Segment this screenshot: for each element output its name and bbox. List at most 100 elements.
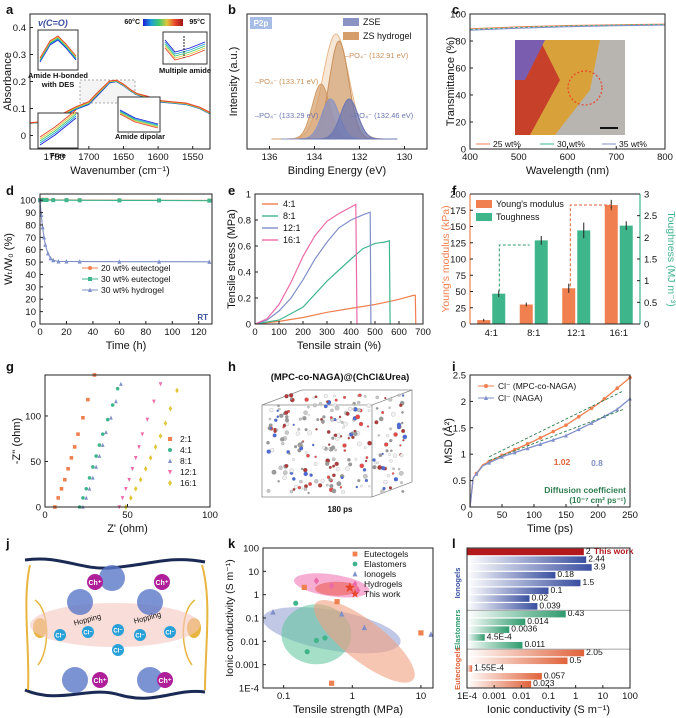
j-cl-label-3: Cl⁻ xyxy=(135,634,144,640)
l-bar-label-17: 0.023 xyxy=(533,678,555,688)
f2-ytick-label: 0.5 xyxy=(644,298,657,309)
i-point-1 xyxy=(538,441,543,446)
j-cl-label-5: Cl⁻ xyxy=(113,649,122,655)
a-xtick-label: 1700 xyxy=(78,152,99,163)
i-legend-label-0: Cl⁻ (MPC-co-NAGA) xyxy=(498,381,576,391)
f-bar-modulus-2 xyxy=(562,288,576,324)
g-point-1 xyxy=(110,403,115,407)
i-annotation-diff: Diffusion coefficient xyxy=(544,485,626,495)
h-atom xyxy=(284,464,289,468)
g-point-1 xyxy=(100,432,105,436)
f-ytick-label: 0 xyxy=(461,320,466,331)
g-point-2 xyxy=(100,442,105,447)
e-legend-label-2: 12:1 xyxy=(283,223,301,233)
a-annotation-vco: v(C=O) xyxy=(38,18,68,28)
e-series-line-2 xyxy=(254,211,372,325)
j-cl-ion-2 xyxy=(112,624,124,636)
i-xtick-label: 150 xyxy=(558,510,574,521)
h-atom xyxy=(348,407,353,412)
h-atom xyxy=(298,417,302,421)
l-bar-14 xyxy=(467,657,568,665)
g-point-3 xyxy=(124,486,128,492)
h-atom xyxy=(269,408,274,413)
k-legend-marker-2 xyxy=(352,571,358,577)
h-atom xyxy=(343,395,347,399)
j-ch-label-2: Ch⁺ xyxy=(93,678,106,685)
j-cl-label-1: Cl⁻ xyxy=(83,631,92,637)
k-legend-marker-0 xyxy=(352,551,358,557)
a-colorbar xyxy=(143,19,183,26)
h-atom xyxy=(326,400,329,403)
g-legend-marker-0 xyxy=(168,437,172,441)
i-annotation-v1: 1.02 xyxy=(554,457,571,467)
h-atom xyxy=(367,409,371,413)
g-legend-label-4: 16:1 xyxy=(180,478,197,488)
h-atom xyxy=(312,443,315,447)
h-atom xyxy=(353,431,358,436)
j-molecule-3 xyxy=(62,667,88,693)
k-legend-label-1: Elastomers xyxy=(364,559,407,569)
l-xtick-label: 1E-4 xyxy=(457,691,477,702)
h-atom xyxy=(316,418,320,422)
f-legend-label-toughness: Toughness xyxy=(496,212,540,222)
c-legend-label-1: 30 wt% xyxy=(557,139,585,149)
a-ytick-label: 0.4 xyxy=(13,23,26,34)
h-atom xyxy=(376,461,379,465)
g-point-4 xyxy=(133,485,138,492)
h-atom xyxy=(307,405,310,409)
a-xtick-label: 1600 xyxy=(148,152,169,163)
g-point-1 xyxy=(91,465,95,469)
l-bar-0 xyxy=(467,548,584,556)
f-arrow-toughness xyxy=(498,244,530,292)
h-box-outline xyxy=(261,389,413,498)
h-atom xyxy=(356,408,361,413)
f-bar-modulus-1 xyxy=(519,304,533,324)
i-ytick-label: 0.5 xyxy=(453,476,466,487)
g-point-3 xyxy=(133,456,138,461)
l-bar-label-9: 0.014 xyxy=(527,616,549,626)
g-point-3 xyxy=(140,432,145,437)
h-atom xyxy=(268,417,272,421)
c-photo-highlight xyxy=(567,70,603,106)
h-atom xyxy=(329,416,333,419)
h-atom xyxy=(399,453,404,458)
k-point-1 xyxy=(322,635,328,641)
k-legend-marker-4 xyxy=(350,589,360,598)
h-atom xyxy=(321,419,325,424)
h-atom xyxy=(297,442,303,448)
f-category-label-2: 12:1 xyxy=(567,328,586,339)
h-atom xyxy=(384,442,389,447)
h-atom xyxy=(343,421,348,427)
d-xtick-label: 40 xyxy=(88,327,99,338)
d-xtick-label: 20 xyxy=(61,327,72,338)
h-atom xyxy=(273,427,277,432)
panel-label-d: d xyxy=(6,183,14,198)
h-atom xyxy=(277,404,280,408)
h-atom xyxy=(374,420,379,425)
d-point-1 xyxy=(64,198,69,203)
h-atom xyxy=(390,411,396,417)
d-point-2 xyxy=(56,258,61,264)
h-atom xyxy=(347,458,351,462)
a-annotation-hbond-2: with DES xyxy=(41,80,75,89)
d-ytick-label: 20 xyxy=(25,295,36,306)
l-bar-1 xyxy=(467,556,587,563)
g-point-3 xyxy=(158,382,163,387)
h-atom xyxy=(367,440,372,446)
c-xtick-label: 800 xyxy=(657,152,673,163)
b-peak-label-3: –PO₄⁻ (132.46 eV) xyxy=(350,111,414,120)
h-atom xyxy=(281,442,285,446)
k-ylabel: Ionic conductivity (S m⁻¹) xyxy=(224,559,236,677)
h-atom xyxy=(307,414,310,417)
j-cl-ion-4 xyxy=(164,626,176,638)
h-atom xyxy=(266,489,271,493)
j-molecule-1 xyxy=(137,589,163,615)
h-atom xyxy=(331,457,336,462)
g-point-0 xyxy=(63,477,67,482)
g-point-0 xyxy=(69,456,74,460)
b-xtick-label: 130 xyxy=(397,152,413,163)
a-inset-hbond-line-3 xyxy=(39,36,77,60)
e-series-line-0 xyxy=(254,294,417,325)
h-atom xyxy=(366,403,371,408)
h-atom xyxy=(308,482,313,486)
